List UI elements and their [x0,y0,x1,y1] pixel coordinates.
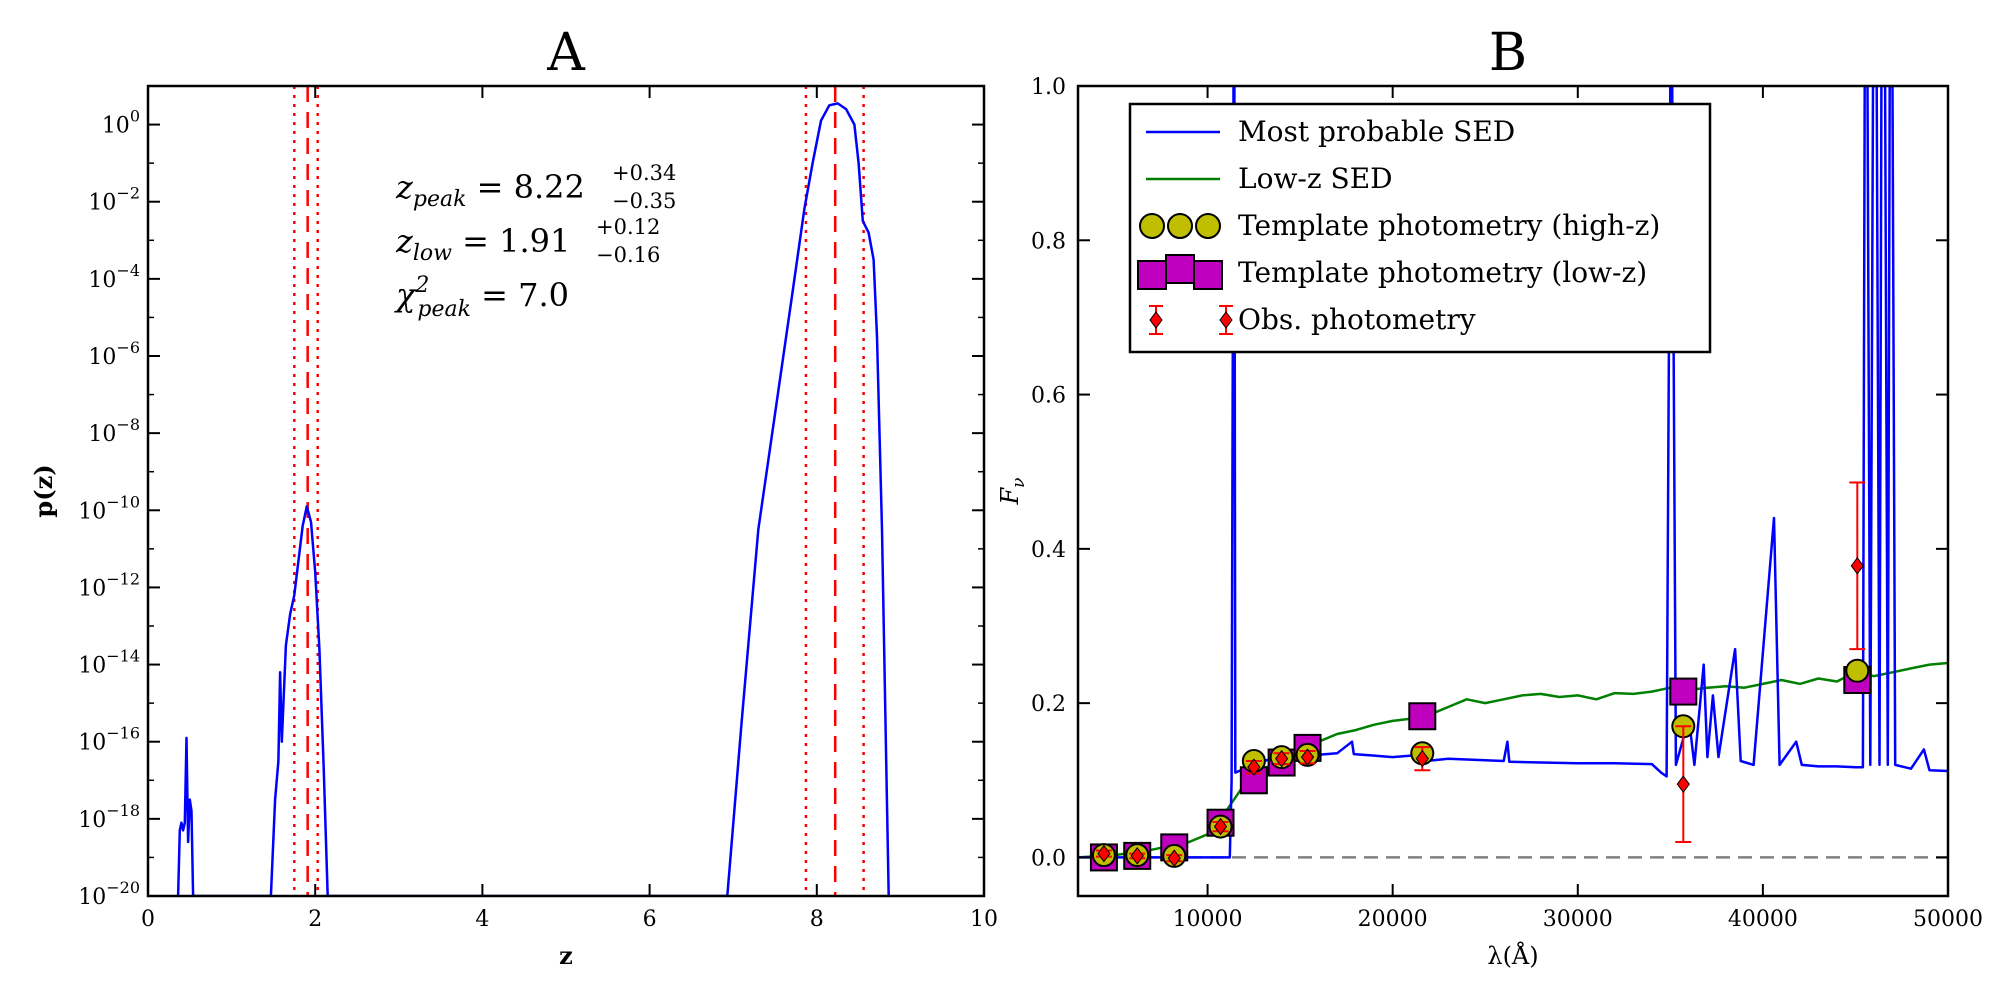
panel-b-y-ticks: 0.0 0.2 0.4 0.6 0.8 1.0 [1031,75,1948,871]
panel-b-y-tick-label: 0.8 [1031,229,1066,254]
annotation-chi2: χ2 peak = 7.0 [394,273,569,322]
legend-label: Template photometry (high-z) [1238,209,1660,242]
legend-entry: Obs. photometry [1149,303,1476,336]
pz-curve [176,102,890,896]
panel-a-y-tick-label: 10−12 [78,569,140,601]
panel-b-frame [1076,84,1950,898]
legend-label: Template photometry (low-z) [1238,256,1647,289]
legend-entry: Low-z SED [1146,162,1393,195]
observed-point [1212,817,1229,836]
panel-a-y-tick-label: 10−4 [88,261,140,293]
panel-b-legend: Most probable SED Low-z SED Template photo… [1128,102,1712,354]
panel-a-x-tick-label: 10 [970,907,998,932]
panel-a-x-tick-label: 0 [141,907,155,932]
panel-a: A 0 2 4 6 8 10 10010−210−410−610−810−1010−121… [29,23,998,970]
panel-b-y-tick-label: 1.0 [1031,75,1066,100]
panel-a-x-tick-label: 8 [810,907,824,932]
svg-text:+0.12: +0.12 [596,215,660,239]
panel-b-y-tick-label: 0.0 [1031,846,1066,871]
legend-entry: Template photometry (high-z) [1139,209,1660,242]
panel-b-plot-area [1078,86,1948,872]
panel-a-y-tick-label: 10−20 [78,878,140,910]
observed-point [1414,746,1431,772]
panel-b-x-axis-label: λ(Å) [1487,941,1538,970]
panel-a-y-tick-label: 100 [102,107,140,139]
panel-a-y-tick-label: 10−2 [88,184,140,216]
panel-b-y-tick-label: 0.2 [1031,692,1066,717]
observed-point [1245,758,1262,777]
observed-point [1675,725,1692,843]
legend-entry: Most probable SED [1146,115,1515,148]
template-lowz-marker [1408,702,1437,731]
legend-label: Low-z SED [1238,162,1393,195]
panel-b-x-tick-label: 40000 [1728,907,1798,932]
template-highz-marker [1845,658,1870,683]
panel-a-x-axis-label: z [559,941,573,970]
panel-a-x-ticks: 0 2 4 6 8 10 [141,86,998,932]
panel-a-y-tick-label: 10−6 [88,338,140,370]
panel-b-x-tick-label: 10000 [1173,907,1243,932]
panel-b-y-tick-label: 0.4 [1031,538,1066,563]
panel-a-x-tick-label: 2 [308,907,322,932]
svg-text:zpeak = 8.22: zpeak = 8.22 [395,168,585,212]
svg-text:−0.16: −0.16 [596,243,660,267]
panel-a-x-tick-label: 4 [475,907,489,932]
panel-a-frame [146,84,986,898]
panel-a-y-axis-label: p(z) [29,464,58,517]
svg-text:zlow = 1.91: zlow = 1.91 [395,222,570,266]
svg-text:−0.35: −0.35 [612,189,676,213]
legend-label: Most probable SED [1238,115,1515,148]
legend-label: Obs. photometry [1238,303,1476,336]
panel-b-x-ticks: 10000 20000 30000 40000 50000 [1173,86,1983,932]
panel-b-title: B [1489,23,1527,83]
observed-point [1299,748,1316,766]
panel-a-y-tick-label: 10−14 [78,647,140,679]
panel-b-x-tick-label: 30000 [1543,907,1613,932]
panel-b: B 10000 20000 30000 40000 50000 0.0 0.2 0.4 0.6… [996,23,1983,970]
observed-point [1095,844,1112,863]
panel-b-y-axis-label: Fν [996,478,1029,506]
observed-point [1849,481,1866,651]
panel-a-y-tick-label: 10−8 [88,415,140,447]
panel-a-y-tick-label: 10−18 [78,801,140,833]
panel-a-y-ticks: 100 10−2 10−4 10−6 10−8 10−10 10−12 10−14 10−16 1… [78,107,984,910]
svg-text:+0.34: +0.34 [612,161,676,185]
panel-a-plot-area [176,86,890,896]
panel-b-y-tick-label: 0.6 [1031,384,1066,409]
panel-a-y-tick-label: 10−10 [78,492,140,524]
observed-point [1129,847,1146,865]
most-probable-sed-line [1078,86,1948,859]
annotation-z-peak: zpeak = 8.22 +0.34 −0.35 [395,161,676,213]
template-lowz-marker [1669,677,1698,706]
panel-a-x-tick-label: 6 [643,907,657,932]
panel-a-y-tick-label: 10−16 [78,724,140,756]
legend-entry: Template photometry (low-z) [1137,254,1647,290]
annotation-z-low: zlow = 1.91 +0.12 −0.16 [395,215,660,267]
panel-b-x-tick-label: 20000 [1358,907,1428,932]
observed-point [1273,749,1290,768]
panel-b-x-tick-label: 50000 [1913,907,1983,932]
panel-a-title: A [546,23,586,83]
observed-point [1166,849,1183,868]
